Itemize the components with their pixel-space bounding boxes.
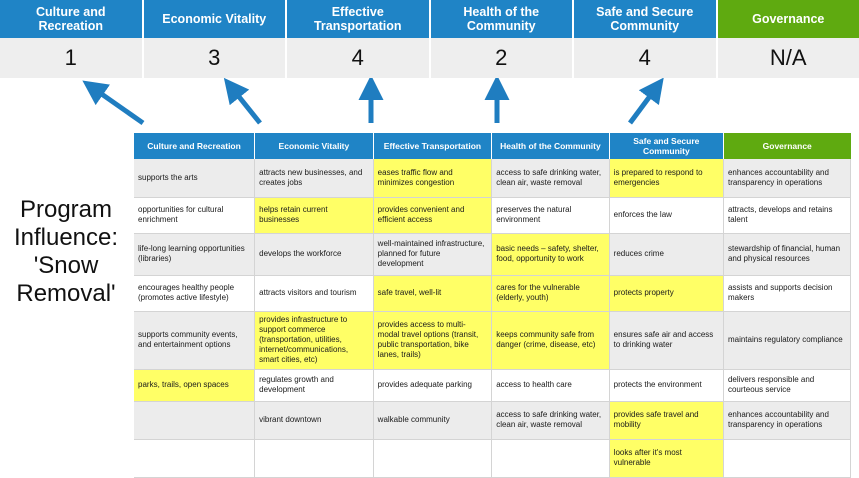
matrix-cell[interactable]: develops the workforce (255, 233, 374, 275)
scorecard-header-label: Economic Vitality (162, 12, 266, 26)
table-row: encourages healthy people (promotes acti… (134, 275, 851, 311)
scorecard-value-economic-vitality: 3 (144, 38, 288, 78)
matrix-cell[interactable]: supports community events, and entertain… (134, 311, 255, 369)
program-influence-line-4: Removal' (2, 280, 130, 308)
matrix-cell[interactable]: maintains regulatory compliance (723, 311, 850, 369)
arrow-icon-5 (630, 88, 656, 123)
matrix-cell[interactable]: helps retain current businesses (255, 197, 374, 233)
matrix-header-effective-transportation[interactable]: Effective Transportation (373, 133, 492, 159)
matrix-cell[interactable]: ensures safe air and access to drinking … (609, 311, 723, 369)
matrix-cell[interactable]: cares for the vulnerable (elderly, youth… (492, 275, 609, 311)
scorecard-header-health-of-the-community[interactable]: Health of the Community (431, 0, 575, 38)
scorecard-header-label: Safe and Secure Community (578, 5, 712, 33)
matrix-cell[interactable]: looks after it's most vulnerable (609, 439, 723, 477)
matrix-cell[interactable]: stewardship of financial, human and phys… (723, 233, 850, 275)
influence-matrix-table: Culture and Recreation Economic Vitality… (134, 133, 851, 478)
matrix-cell[interactable]: provides adequate parking (373, 369, 492, 401)
matrix-cell[interactable]: eases traffic flow and minimizes congest… (373, 159, 492, 197)
table-row: life-long learning opportunities (librar… (134, 233, 851, 275)
scorecard-header-economic-vitality[interactable]: Economic Vitality (144, 0, 288, 38)
matrix-cell[interactable]: safe travel, well-lit (373, 275, 492, 311)
scorecard-header-label: Effective Transportation (291, 5, 425, 33)
matrix-header-culture-and-recreation[interactable]: Culture and Recreation (134, 133, 255, 159)
matrix-cell[interactable]: provides convenient and efficient access (373, 197, 492, 233)
matrix-cell[interactable]: assists and supports decision makers (723, 275, 850, 311)
matrix-cell[interactable] (723, 439, 850, 477)
table-row: opportunities for cultural enrichment he… (134, 197, 851, 233)
scorecard-value-health-of-the-community: 2 (431, 38, 575, 78)
matrix-cell[interactable]: protects the environment (609, 369, 723, 401)
matrix-cell[interactable]: enhances accountability and transparency… (723, 401, 850, 439)
scorecard-header-row: Culture and Recreation Economic Vitality… (0, 0, 859, 38)
matrix-cell[interactable]: delivers responsible and courteous servi… (723, 369, 850, 401)
matrix-cell[interactable]: life-long learning opportunities (librar… (134, 233, 255, 275)
matrix-cell[interactable]: attracts visitors and tourism (255, 275, 374, 311)
matrix-cell[interactable] (373, 439, 492, 477)
matrix-cell[interactable]: supports the arts (134, 159, 255, 197)
matrix-cell[interactable]: basic needs – safety, shelter, food, opp… (492, 233, 609, 275)
scorecard-header-culture-and-recreation[interactable]: Culture and Recreation (0, 0, 144, 38)
matrix-cell[interactable]: access to safe drinking water, clean air… (492, 401, 609, 439)
matrix-cell[interactable]: parks, trails, open spaces (134, 369, 255, 401)
arrows-layer (0, 78, 859, 136)
matrix-cell[interactable]: regulates growth and development (255, 369, 374, 401)
program-influence-line-2: Influence: (2, 224, 130, 252)
matrix-cell[interactable]: encourages healthy people (promotes acti… (134, 275, 255, 311)
scorecard-strip: Culture and Recreation Economic Vitality… (0, 0, 859, 78)
matrix-cell[interactable]: opportunities for cultural enrichment (134, 197, 255, 233)
matrix-cell[interactable] (134, 401, 255, 439)
matrix-cell[interactable]: walkable community (373, 401, 492, 439)
matrix-cell[interactable]: preserves the natural environment (492, 197, 609, 233)
matrix-header-health-of-the-community[interactable]: Health of the Community (492, 133, 609, 159)
scorecard-value-governance: N/A (718, 38, 859, 78)
table-row: looks after it's most vulnerable (134, 439, 851, 477)
matrix-cell[interactable] (492, 439, 609, 477)
matrix-cell[interactable]: vibrant downtown (255, 401, 374, 439)
matrix-cell[interactable]: provides access to multi-modal travel op… (373, 311, 492, 369)
scorecard-header-governance[interactable]: Governance (718, 0, 859, 38)
matrix-cell[interactable]: provides infrastructure to support comme… (255, 311, 374, 369)
matrix-header-row: Culture and Recreation Economic Vitality… (134, 133, 851, 159)
scorecard-header-safe-and-secure-community[interactable]: Safe and Secure Community (574, 0, 718, 38)
scorecard-header-label: Governance (752, 12, 824, 26)
table-row: parks, trails, open spaces regulates gro… (134, 369, 851, 401)
matrix-cell[interactable]: provides safe travel and mobility (609, 401, 723, 439)
arrow-icon-2 (232, 88, 260, 123)
matrix-cell[interactable]: attracts, develops and retains talent (723, 197, 850, 233)
matrix-cell[interactable]: reduces crime (609, 233, 723, 275)
table-row: vibrant downtown walkable community acce… (134, 401, 851, 439)
program-influence-line-1: Program (2, 196, 130, 224)
matrix-cell[interactable]: well-maintained infrastructure, planned … (373, 233, 492, 275)
scorecard-header-label: Health of the Community (435, 5, 569, 33)
matrix-cell[interactable]: is prepared to respond to emergencies (609, 159, 723, 197)
program-influence-label: Program Influence: 'Snow Removal' (2, 196, 130, 308)
matrix-cell[interactable]: enhances accountability and transparency… (723, 159, 850, 197)
scorecard-value-culture-and-recreation: 1 (0, 38, 144, 78)
program-influence-line-3: 'Snow (2, 252, 130, 280)
matrix-cell[interactable]: protects property (609, 275, 723, 311)
scorecard-value-row: 1 3 4 2 4 N/A (0, 38, 859, 78)
matrix-cell[interactable] (134, 439, 255, 477)
scorecard-value-effective-transportation: 4 (287, 38, 431, 78)
matrix-cell[interactable]: attracts new businesses, and creates job… (255, 159, 374, 197)
table-row: supports the arts attracts new businesse… (134, 159, 851, 197)
matrix-cell[interactable]: access to health care (492, 369, 609, 401)
scorecard-value-safe-and-secure-community: 4 (574, 38, 718, 78)
matrix-header-governance[interactable]: Governance (723, 133, 850, 159)
scorecard-header-label: Culture and Recreation (4, 5, 138, 33)
matrix-header-safe-and-secure-community[interactable]: Safe and Secure Community (609, 133, 723, 159)
table-row: supports community events, and entertain… (134, 311, 851, 369)
matrix-cell[interactable] (255, 439, 374, 477)
arrow-icon-1 (93, 88, 143, 123)
matrix-cell[interactable]: access to safe drinking water, clean air… (492, 159, 609, 197)
scorecard-header-effective-transportation[interactable]: Effective Transportation (287, 0, 431, 38)
matrix-cell[interactable]: enforces the law (609, 197, 723, 233)
matrix-header-economic-vitality[interactable]: Economic Vitality (255, 133, 374, 159)
matrix-cell[interactable]: keeps community safe from danger (crime,… (492, 311, 609, 369)
